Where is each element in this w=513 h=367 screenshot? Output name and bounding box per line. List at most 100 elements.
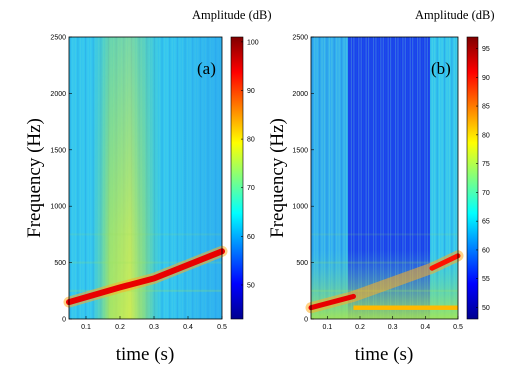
- striation: [87, 37, 89, 319]
- harmonic-band: [311, 261, 458, 264]
- striation: [448, 37, 451, 319]
- panel-a-colorbar-ticks: 50 60 70 80 90 100: [241, 39, 259, 289]
- panel-a-y-axis-label: Frequency (Hz): [24, 118, 45, 238]
- striation: [353, 37, 355, 319]
- x-tick-label: 0.5: [217, 324, 227, 331]
- striation: [331, 37, 333, 319]
- x-tick-label: 0.3: [149, 324, 159, 331]
- striation: [390, 37, 392, 319]
- striation: [341, 37, 343, 319]
- striation: [414, 37, 416, 319]
- colorbar-tick-label: 70: [247, 185, 255, 192]
- colorbar-tick-label: 50: [482, 305, 490, 312]
- striation: [404, 37, 406, 319]
- panel-b-ticks: 0.1 0.2 0.3 0.4 0.5 0 500 1000 1500 2000 2500: [292, 35, 463, 332]
- striation: [321, 37, 323, 319]
- panel-a-axes-frame: [68, 36, 223, 320]
- x-tick-label: 0.5: [453, 324, 463, 331]
- striation: [161, 37, 163, 319]
- colorbar-tick-label: 65: [482, 219, 490, 226]
- striation: [412, 37, 414, 319]
- striation: [385, 37, 387, 319]
- colorbar-tick-label: 75: [482, 161, 490, 168]
- panel-b-dominant-ridge: [305, 250, 464, 314]
- striation: [431, 37, 433, 319]
- striation: [318, 37, 321, 319]
- y-tick-label: 1000: [292, 204, 308, 211]
- striation: [333, 37, 335, 319]
- harmonic-band: [311, 233, 458, 236]
- y-tick-label: 1500: [292, 147, 308, 154]
- panel-a-ticks: 0.1 0.2 0.3 0.4 0.5 0 500 1000 1500 2000 2500: [50, 35, 227, 332]
- y-tick-label: 2500: [292, 35, 308, 42]
- panel-a-late-decay-region: [168, 37, 222, 319]
- striation: [166, 37, 168, 319]
- y-tick-label: 2500: [50, 35, 66, 42]
- striation: [338, 37, 340, 319]
- striation: [84, 37, 87, 319]
- striation: [74, 37, 76, 319]
- striation: [343, 37, 345, 319]
- striation: [69, 37, 71, 319]
- striation: [370, 37, 372, 319]
- striation: [421, 37, 424, 319]
- striation: [326, 37, 328, 319]
- harmonic-band: [69, 261, 222, 264]
- colorbar-tick-label: 90: [482, 75, 490, 82]
- striation: [72, 37, 74, 319]
- striation: [377, 37, 379, 319]
- colorbar-tick-label: 85: [482, 104, 490, 111]
- y-tick-label: 2000: [292, 91, 308, 98]
- panel-b-time-striations: [311, 37, 458, 319]
- striation: [77, 37, 79, 319]
- striation: [314, 37, 316, 319]
- striation: [372, 37, 375, 319]
- striation: [441, 37, 443, 319]
- striation: [358, 37, 360, 319]
- colorbar-tick-label: 70: [482, 190, 490, 197]
- x-tick-label: 0.4: [420, 324, 430, 331]
- colorbar-tick-label: 95: [482, 46, 490, 53]
- y-tick-label: 500: [54, 260, 66, 267]
- colorbar-tick-label: 50: [247, 282, 255, 289]
- striation: [355, 37, 357, 319]
- striation: [350, 37, 353, 319]
- striation: [363, 37, 365, 319]
- y-tick-label: 2000: [50, 91, 66, 98]
- panel-a-colorbar: [230, 36, 244, 320]
- panel-a-broadband-region: [92, 37, 162, 319]
- striation: [311, 37, 313, 319]
- panel-a-label: (a): [197, 59, 216, 78]
- striation: [456, 37, 458, 319]
- low-frequency-band: [353, 305, 458, 310]
- striation: [446, 37, 448, 319]
- x-tick-label: 0.4: [183, 324, 193, 331]
- striation: [407, 37, 409, 319]
- striation: [79, 37, 82, 319]
- striation: [382, 37, 384, 319]
- colorbar-tick-label: 55: [482, 276, 490, 283]
- striation: [82, 37, 84, 319]
- panel-b-label: (b): [431, 59, 451, 78]
- panel-b-y-axis-label: Frequency (Hz): [267, 118, 288, 238]
- striation: [336, 37, 338, 319]
- striation: [429, 37, 431, 319]
- striation: [402, 37, 404, 319]
- striation: [375, 37, 377, 319]
- harmonic-band: [69, 289, 222, 292]
- y-tick-label: 500: [296, 260, 308, 267]
- colorbar-tick-label: 90: [247, 88, 255, 95]
- y-tick-label: 1500: [50, 147, 66, 154]
- ridge-line: [66, 248, 225, 306]
- striation: [409, 37, 411, 319]
- colorbar-tick-label: 80: [482, 132, 490, 139]
- striation: [360, 37, 362, 319]
- x-tick-label: 0.1: [322, 324, 332, 331]
- striation: [365, 37, 367, 319]
- panel-a-x-axis-label: time (s): [116, 344, 175, 365]
- panel-a-dominant-ridge: [63, 245, 228, 308]
- panel-b-colorbar: [466, 36, 479, 320]
- striation: [164, 37, 166, 319]
